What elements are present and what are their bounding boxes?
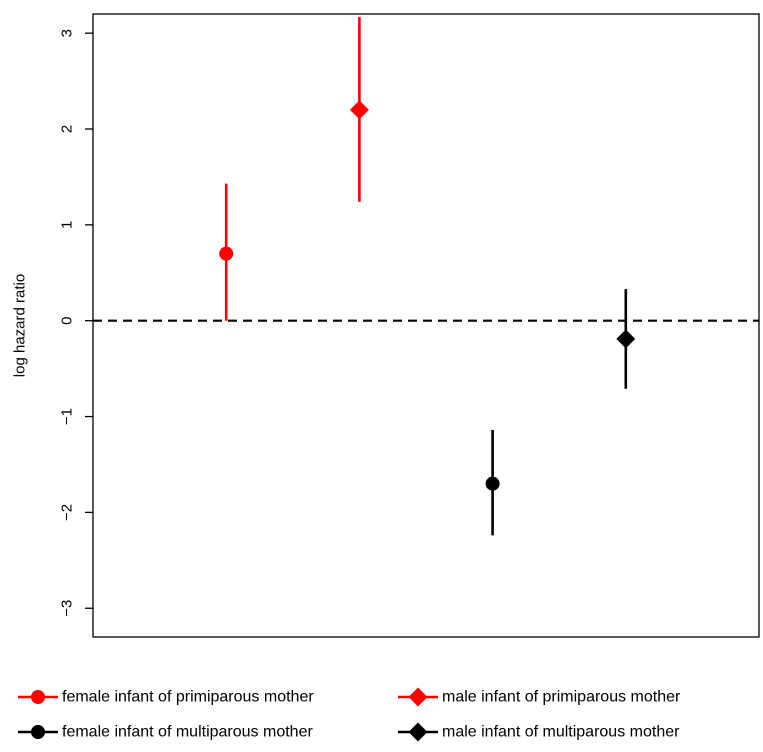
legend-label: female infant of multiparous mother <box>62 724 313 741</box>
y-axis-label: log hazard ratio <box>12 274 29 377</box>
legend-marker-diamond <box>408 687 428 707</box>
y-tick-label: −3 <box>59 600 76 617</box>
data-point-circle <box>219 246 234 261</box>
data-point-diamond <box>616 329 636 349</box>
y-axis: −3 −2 −1 0 1 2 3 <box>59 29 93 617</box>
legend-marker-circle <box>31 690 45 704</box>
legend-label: female infant of primiparous mother <box>62 689 314 706</box>
y-tick-label: 1 <box>59 221 76 229</box>
legend-label: male infant of multiparous mother <box>442 724 680 741</box>
legend-item: male infant of primiparous mother <box>398 687 681 707</box>
legend: female infant of primiparous mother male … <box>18 687 681 742</box>
plot-frame <box>92 13 760 638</box>
legend-marker-circle <box>31 725 45 739</box>
data-point-diamond <box>349 100 369 120</box>
legend-label: male infant of primiparous mother <box>442 689 681 706</box>
legend-marker-diamond <box>408 722 428 742</box>
data-marks <box>219 16 636 536</box>
data-point-circle <box>485 476 500 491</box>
legend-item: female infant of primiparous mother <box>18 689 314 706</box>
y-tick-label: 3 <box>59 29 76 37</box>
y-tick-label: −2 <box>59 504 76 521</box>
legend-item: male infant of multiparous mother <box>398 722 680 742</box>
y-tick-label: 2 <box>59 125 76 133</box>
y-tick-label: −1 <box>59 408 76 425</box>
y-tick-label: 0 <box>59 317 76 325</box>
legend-item: female infant of multiparous mother <box>18 724 313 741</box>
